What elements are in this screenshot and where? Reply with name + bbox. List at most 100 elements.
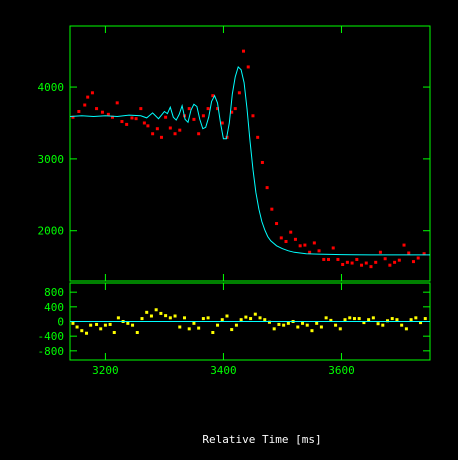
data-point xyxy=(211,94,215,98)
residual-point xyxy=(164,314,168,318)
residual-point xyxy=(419,321,423,325)
residual-point xyxy=(112,331,116,334)
residual-point xyxy=(225,314,229,318)
residual-point xyxy=(85,331,89,335)
data-point xyxy=(125,122,129,126)
data-point xyxy=(298,244,302,248)
data-point xyxy=(151,132,155,136)
data-point xyxy=(130,116,134,120)
signal-ytick-label: 4000 xyxy=(38,81,65,94)
data-point xyxy=(289,230,293,234)
data-point xyxy=(383,257,387,261)
residual-point xyxy=(352,317,356,321)
residuals-ytick-label: 0 xyxy=(57,316,64,329)
data-point xyxy=(173,132,177,136)
data-point xyxy=(230,110,234,114)
data-point xyxy=(106,112,110,116)
residual-point xyxy=(131,323,135,327)
residual-point xyxy=(220,318,224,322)
data-point xyxy=(397,258,401,262)
residual-point xyxy=(324,316,328,320)
residual-point xyxy=(386,319,390,323)
residual-point xyxy=(296,325,300,329)
data-point xyxy=(416,256,420,260)
residual-point xyxy=(272,327,276,331)
data-point xyxy=(115,101,119,105)
residual-point xyxy=(211,331,215,334)
data-point xyxy=(159,135,163,139)
residual-point xyxy=(376,322,380,326)
data-point xyxy=(317,249,321,253)
data-point xyxy=(336,257,340,261)
data-point xyxy=(393,260,397,264)
data-point xyxy=(168,126,172,130)
data-point xyxy=(422,252,426,256)
data-point xyxy=(246,65,250,69)
residual-point xyxy=(423,317,427,321)
data-point xyxy=(86,95,90,99)
data-point xyxy=(303,243,307,247)
signal-panel: 2000 3000 4000 xyxy=(38,25,431,282)
residual-point xyxy=(154,308,158,312)
data-point xyxy=(312,241,316,245)
data-point xyxy=(164,115,168,119)
residual-point xyxy=(390,317,394,321)
signal-frame xyxy=(69,25,431,282)
data-point xyxy=(388,263,392,267)
x-axis-title: Relative Time [ms] xyxy=(202,433,321,446)
data-point xyxy=(402,243,406,247)
residual-point xyxy=(249,317,253,321)
residual-point xyxy=(414,316,418,320)
data-point xyxy=(251,114,255,118)
residual-point xyxy=(348,316,352,320)
data-point xyxy=(233,107,237,111)
residual-point xyxy=(216,323,220,327)
residual-point xyxy=(187,327,191,331)
residual-point xyxy=(168,316,172,320)
data-point xyxy=(260,160,264,164)
data-point xyxy=(71,115,75,119)
data-point xyxy=(378,250,382,254)
residual-point xyxy=(99,327,103,331)
x-tick-label: 3600 xyxy=(328,364,355,377)
data-point xyxy=(270,207,274,211)
data-point xyxy=(139,107,143,111)
residual-point xyxy=(404,327,408,331)
residual-point xyxy=(301,321,305,325)
data-point xyxy=(201,114,205,118)
data-point xyxy=(284,239,288,243)
data-point xyxy=(83,103,87,107)
residual-panel: -800 -4000 400 800 xyxy=(38,282,431,361)
data-point xyxy=(341,262,345,266)
signal-ytick-label: 2000 xyxy=(38,225,65,238)
residual-point xyxy=(371,316,375,320)
data-point xyxy=(308,250,312,254)
residual-point xyxy=(239,318,243,322)
x-tick-label: 3400 xyxy=(210,364,237,377)
data-point xyxy=(275,222,279,226)
data-point xyxy=(120,120,124,124)
residual-point xyxy=(244,315,248,319)
residual-point xyxy=(267,320,271,324)
data-point xyxy=(265,186,269,190)
data-point xyxy=(95,107,99,111)
residual-point xyxy=(400,323,404,327)
residual-point xyxy=(126,321,130,325)
residual-point xyxy=(145,310,149,314)
residual-point xyxy=(258,316,262,320)
data-point xyxy=(279,236,283,240)
data-point xyxy=(364,261,368,265)
residual-point xyxy=(357,317,361,321)
data-point xyxy=(350,261,354,265)
residual-point xyxy=(319,325,323,329)
residual-point xyxy=(149,314,153,318)
data-point xyxy=(407,251,411,255)
residuals-ytick-label: -400 xyxy=(38,330,65,343)
residual-point xyxy=(108,322,112,326)
residual-point xyxy=(89,323,93,327)
residual-point xyxy=(206,316,210,320)
data-point xyxy=(237,91,241,95)
residuals-ytick-label: 800 xyxy=(44,286,64,299)
data-point xyxy=(192,117,196,121)
